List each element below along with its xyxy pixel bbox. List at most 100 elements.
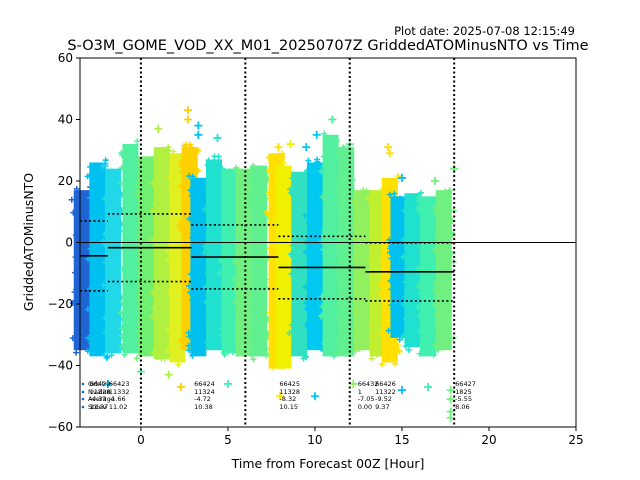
scatter-point xyxy=(296,321,303,328)
scatter-point xyxy=(201,206,208,213)
scatter-point xyxy=(356,322,363,329)
scatter-point xyxy=(392,303,399,310)
stats-value: -4.33 xyxy=(90,395,107,403)
scatter-point xyxy=(201,249,208,256)
scatter-point xyxy=(397,213,404,220)
stats-value: 66425 xyxy=(279,380,300,388)
scatter-point xyxy=(125,255,132,262)
scatter-point xyxy=(118,325,125,332)
scatter-point xyxy=(419,349,426,356)
scatter-point xyxy=(319,293,326,300)
scatter-point xyxy=(205,172,212,179)
scatter-point xyxy=(73,286,80,293)
scatter-point xyxy=(266,309,273,316)
scatter-point xyxy=(353,190,360,197)
scatter-point xyxy=(386,191,393,198)
scatter-point xyxy=(375,274,382,281)
scatter-point xyxy=(274,285,281,292)
scatter-point xyxy=(184,315,191,322)
scatter-point xyxy=(314,240,321,247)
scatter-point xyxy=(108,228,115,235)
scatter-point xyxy=(211,305,218,312)
scatter-point xyxy=(180,222,187,229)
scatter-point xyxy=(225,347,232,354)
scatter-point xyxy=(117,309,124,316)
scatter-point xyxy=(69,335,76,342)
scatter-point xyxy=(385,327,392,334)
scatter-point xyxy=(308,210,315,217)
x-axis-label: Time from Forecast 00Z [Hour] xyxy=(231,456,425,471)
scatter-point xyxy=(153,165,160,172)
stats-value: 11328 xyxy=(90,388,111,396)
scatter-point xyxy=(299,220,306,227)
scatter-point xyxy=(335,174,342,181)
scatter-point xyxy=(81,327,88,334)
scatter-point xyxy=(226,168,233,175)
scatter-point xyxy=(410,195,417,202)
scatter-series xyxy=(68,130,457,371)
scatter-point xyxy=(435,265,442,272)
scatter-point xyxy=(166,289,173,296)
scatter-point xyxy=(175,154,182,161)
scatter-point xyxy=(250,163,257,170)
scatter-point xyxy=(302,353,309,360)
scatter-point xyxy=(341,145,348,152)
scatter-point xyxy=(102,259,109,266)
scatter-point xyxy=(109,209,116,216)
scatter-point xyxy=(393,274,400,281)
scatter-point xyxy=(156,157,163,164)
scatter-point xyxy=(257,281,264,288)
scatter-point xyxy=(317,319,324,326)
scatter-point xyxy=(162,309,169,316)
scatter-point xyxy=(226,206,233,213)
y-axis-label: GriddedATOMinusNTO xyxy=(21,173,36,311)
scatter-point xyxy=(129,147,136,154)
scatter-point xyxy=(424,215,431,222)
scatter-point xyxy=(131,209,138,216)
scatter-point xyxy=(259,235,266,242)
scatter-point xyxy=(386,236,393,243)
scatter-point xyxy=(407,233,414,240)
scatter-point xyxy=(89,293,96,300)
scatter-point xyxy=(234,320,241,327)
scatter-point xyxy=(438,204,445,211)
scatter-point xyxy=(325,193,332,200)
scatter-point xyxy=(272,243,279,250)
scatter-point xyxy=(179,192,186,199)
scatter-point xyxy=(327,212,334,219)
scatter-strip xyxy=(246,163,272,359)
scatter-point xyxy=(120,299,127,306)
scatter-point xyxy=(238,274,245,281)
scatter-point xyxy=(235,270,242,277)
outlier-point xyxy=(331,137,340,146)
scatter-point xyxy=(77,334,84,341)
scatter-point xyxy=(394,243,401,250)
scatter-point xyxy=(82,267,89,274)
scatter-point xyxy=(251,312,258,319)
scatter-point xyxy=(362,232,369,239)
scatter-point xyxy=(187,271,194,278)
scatter-point xyxy=(98,338,105,345)
scatter-point xyxy=(280,345,287,352)
scatter-point xyxy=(228,289,235,296)
stats-value: 11.02 xyxy=(109,403,128,411)
scatter-point xyxy=(393,261,400,268)
scatter-point xyxy=(267,211,274,218)
stats-value: 10.15 xyxy=(279,403,298,411)
scatter-point xyxy=(69,300,76,307)
scatter-point xyxy=(335,337,342,344)
scatter-point xyxy=(312,245,319,252)
scatter-point xyxy=(144,333,151,340)
scatter-point xyxy=(114,270,121,277)
scatter-point xyxy=(432,302,439,309)
scatter-point xyxy=(251,211,258,218)
scatter-point xyxy=(270,364,277,371)
scatter-point xyxy=(149,180,156,187)
scatter-point xyxy=(426,308,433,315)
scatter-point xyxy=(380,275,387,282)
scatter-point xyxy=(130,181,137,188)
scatter-point xyxy=(267,278,274,285)
scatter-point xyxy=(154,307,161,314)
scatter-point xyxy=(146,330,153,337)
scatter-point xyxy=(354,299,361,306)
